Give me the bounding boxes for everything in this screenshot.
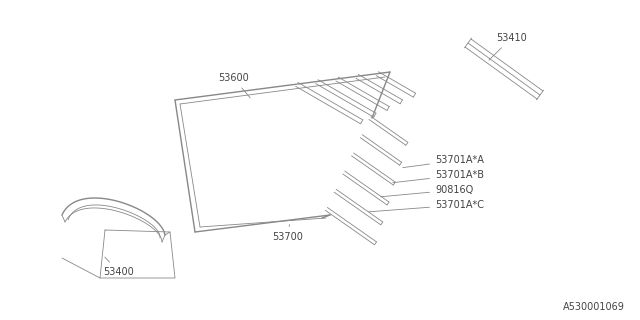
Text: 53700: 53700	[272, 225, 303, 242]
Text: A530001069: A530001069	[563, 302, 625, 312]
Text: 53701A*C: 53701A*C	[369, 200, 484, 212]
Text: 90816Q: 90816Q	[381, 185, 473, 197]
Text: 53600: 53600	[218, 73, 250, 98]
Text: 53410: 53410	[489, 33, 527, 60]
Text: 53400: 53400	[103, 257, 134, 277]
Text: 53701A*B: 53701A*B	[393, 170, 484, 183]
Text: 53701A*A: 53701A*A	[403, 155, 484, 168]
